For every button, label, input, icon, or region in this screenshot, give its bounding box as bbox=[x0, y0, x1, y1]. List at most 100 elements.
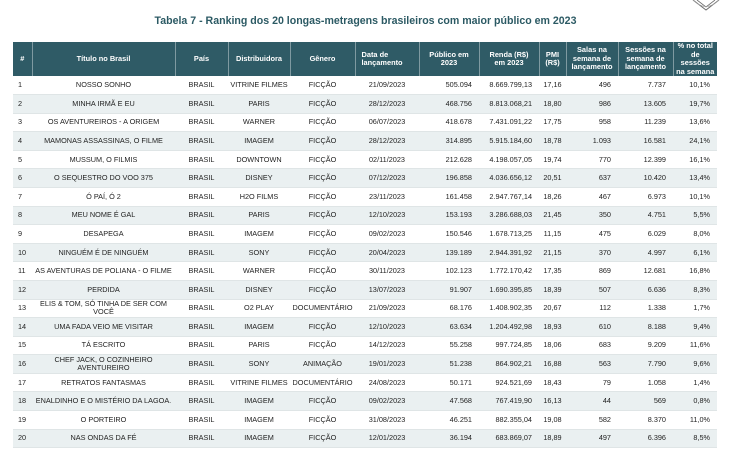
cell-pmi: 18,80 bbox=[539, 94, 566, 114]
cell-genero: FICÇÃO bbox=[290, 168, 355, 188]
cell-distribuidora: SONY bbox=[228, 243, 290, 263]
cell-rank: 6 bbox=[13, 168, 32, 188]
cell-publico: 196.858 bbox=[419, 168, 479, 188]
cell-salas: 986 bbox=[566, 94, 618, 114]
cell-salas: 44 bbox=[566, 391, 618, 412]
cell-genero: FICÇÃO bbox=[290, 391, 355, 412]
table-header-row: # Título no Brasil País Distribuidora Gê… bbox=[13, 41, 717, 77]
cell-data: 14/12/2023 bbox=[355, 336, 419, 356]
table-row: 19 O PORTEIRO BRASIL IMAGEM FICÇÃO 31/08/2023… bbox=[13, 410, 717, 430]
cell-publico: 161.458 bbox=[419, 187, 479, 207]
cell-publico: 55.258 bbox=[419, 336, 479, 356]
cell-renda: 4.036.656,12 bbox=[479, 168, 539, 188]
cell-titulo: O SEQUESTRO DO VOO 375 bbox=[32, 168, 175, 188]
cell-sessoes: 16.581 bbox=[618, 131, 673, 151]
cell-distribuidora: DISNEY bbox=[228, 280, 290, 300]
cell-salas: 467 bbox=[566, 187, 618, 207]
cell-salas: 507 bbox=[566, 280, 618, 300]
cell-renda: 882.355,04 bbox=[479, 410, 539, 430]
cell-pmi: 20,51 bbox=[539, 168, 566, 188]
cell-genero: FICÇÃO bbox=[290, 113, 355, 133]
cell-pct: 8,5% bbox=[673, 429, 717, 449]
cell-publico: 102.123 bbox=[419, 261, 479, 281]
header-genero: Gênero bbox=[290, 42, 356, 77]
cell-pct: 9,4% bbox=[673, 317, 717, 337]
cell-publico: 139.189 bbox=[419, 243, 479, 263]
cell-genero: FICÇÃO bbox=[290, 150, 355, 170]
cell-rank: 5 bbox=[13, 150, 32, 170]
cell-rank: 9 bbox=[13, 224, 32, 244]
cell-data: 09/02/2023 bbox=[355, 224, 419, 244]
cell-distribuidora: WARNER bbox=[228, 113, 290, 133]
cell-pais: BRASIL bbox=[175, 150, 228, 170]
cell-pais: BRASIL bbox=[175, 243, 228, 263]
cell-publico: 68.176 bbox=[419, 299, 479, 319]
cell-titulo: UMA FADA VEIO ME VISITAR bbox=[32, 317, 175, 337]
cell-genero: DOCUMENTÁRIO bbox=[290, 299, 355, 319]
cell-distribuidora: IMAGEM bbox=[228, 410, 290, 430]
cell-data: 12/01/2023 bbox=[355, 429, 419, 449]
cell-sessoes: 4.751 bbox=[618, 206, 673, 226]
cell-titulo: ELIS & TOM, SÓ TINHA DE SER COM VOCÊ bbox=[32, 299, 175, 319]
cell-titulo: DESAPEGA bbox=[32, 224, 175, 244]
cell-sessoes: 13.605 bbox=[618, 94, 673, 114]
cell-distribuidora: IMAGEM bbox=[228, 317, 290, 337]
cell-data: 21/09/2023 bbox=[355, 299, 419, 319]
cell-rank: 12 bbox=[13, 280, 32, 300]
cell-sessoes: 12.399 bbox=[618, 150, 673, 170]
ranking-table: # Título no Brasil País Distribuidora Gê… bbox=[13, 41, 717, 449]
cell-pct: 16,8% bbox=[673, 261, 717, 281]
cell-pct: 1,7% bbox=[673, 299, 717, 319]
cell-publico: 36.194 bbox=[419, 429, 479, 449]
cell-publico: 418.678 bbox=[419, 113, 479, 133]
cell-pct: 11,0% bbox=[673, 410, 717, 430]
cell-data: 19/01/2023 bbox=[355, 354, 419, 374]
cell-sessoes: 10.420 bbox=[618, 168, 673, 188]
cell-data: 13/07/2023 bbox=[355, 280, 419, 300]
cell-genero: FICÇÃO bbox=[290, 410, 355, 430]
cell-titulo: AS AVENTURAS DE POLIANA - O FILME bbox=[32, 261, 175, 281]
table-row: 1 NOSSO SONHO BRASIL VITRINE FILMES FICÇÃO 21… bbox=[13, 76, 717, 95]
cell-renda: 4.198.057,05 bbox=[479, 150, 539, 170]
cell-salas: 497 bbox=[566, 429, 618, 449]
cell-data: 02/11/2023 bbox=[355, 150, 419, 170]
table-row: 3 OS AVENTUREIROS - A ORIGEM BRASIL WARNER F… bbox=[13, 113, 717, 133]
cell-rank: 14 bbox=[13, 317, 32, 337]
header-titulo: Título no Brasil bbox=[32, 42, 176, 77]
cell-genero: FICÇÃO bbox=[290, 336, 355, 356]
cell-renda: 924.521,69 bbox=[479, 373, 539, 393]
cell-distribuidora: VITRINE FILMES bbox=[228, 76, 290, 95]
cell-pct: 6,1% bbox=[673, 243, 717, 263]
cell-sessoes: 7.790 bbox=[618, 354, 673, 374]
cell-distribuidora: VITRINE FILMES bbox=[228, 373, 290, 393]
cell-salas: 112 bbox=[566, 299, 618, 319]
cell-sessoes: 8.188 bbox=[618, 317, 673, 337]
table-row: 11 AS AVENTURAS DE POLIANA - O FILME BRASI… bbox=[13, 261, 717, 281]
table-row: 17 RETRATOS FANTASMAS BRASIL VITRINE FILMES… bbox=[13, 373, 717, 393]
cell-publico: 505.094 bbox=[419, 76, 479, 95]
cell-genero: FICÇÃO bbox=[290, 206, 355, 226]
cell-pmi: 11,15 bbox=[539, 224, 566, 244]
cell-rank: 7 bbox=[13, 187, 32, 207]
cell-sessoes: 569 bbox=[618, 391, 673, 412]
cell-pct: 19,7% bbox=[673, 94, 717, 114]
cell-titulo: PERDIDA bbox=[32, 280, 175, 300]
cell-sessoes: 1.058 bbox=[618, 373, 673, 393]
table-row: 16 CHEF JACK, O COZINHEIRO AVENTUREIRO BRA… bbox=[13, 354, 717, 374]
cell-data: 23/11/2023 bbox=[355, 187, 419, 207]
cell-rank: 2 bbox=[13, 94, 32, 114]
cell-sessoes: 1.338 bbox=[618, 299, 673, 319]
cell-rank: 20 bbox=[13, 429, 32, 449]
cell-genero: FICÇÃO bbox=[290, 94, 355, 114]
cell-pais: BRASIL bbox=[175, 168, 228, 188]
cell-pmi: 18,39 bbox=[539, 280, 566, 300]
cell-renda: 2.944.391,92 bbox=[479, 243, 539, 263]
logo-icon bbox=[692, 0, 720, 11]
cell-pmi: 16,13 bbox=[539, 391, 566, 412]
cell-titulo: O PORTEIRO bbox=[32, 410, 175, 430]
cell-sessoes: 9.209 bbox=[618, 336, 673, 356]
cell-renda: 997.724,85 bbox=[479, 336, 539, 356]
table-title: Tabela 7 - Ranking dos 20 longas-metrage… bbox=[154, 15, 577, 27]
cell-salas: 563 bbox=[566, 354, 618, 374]
